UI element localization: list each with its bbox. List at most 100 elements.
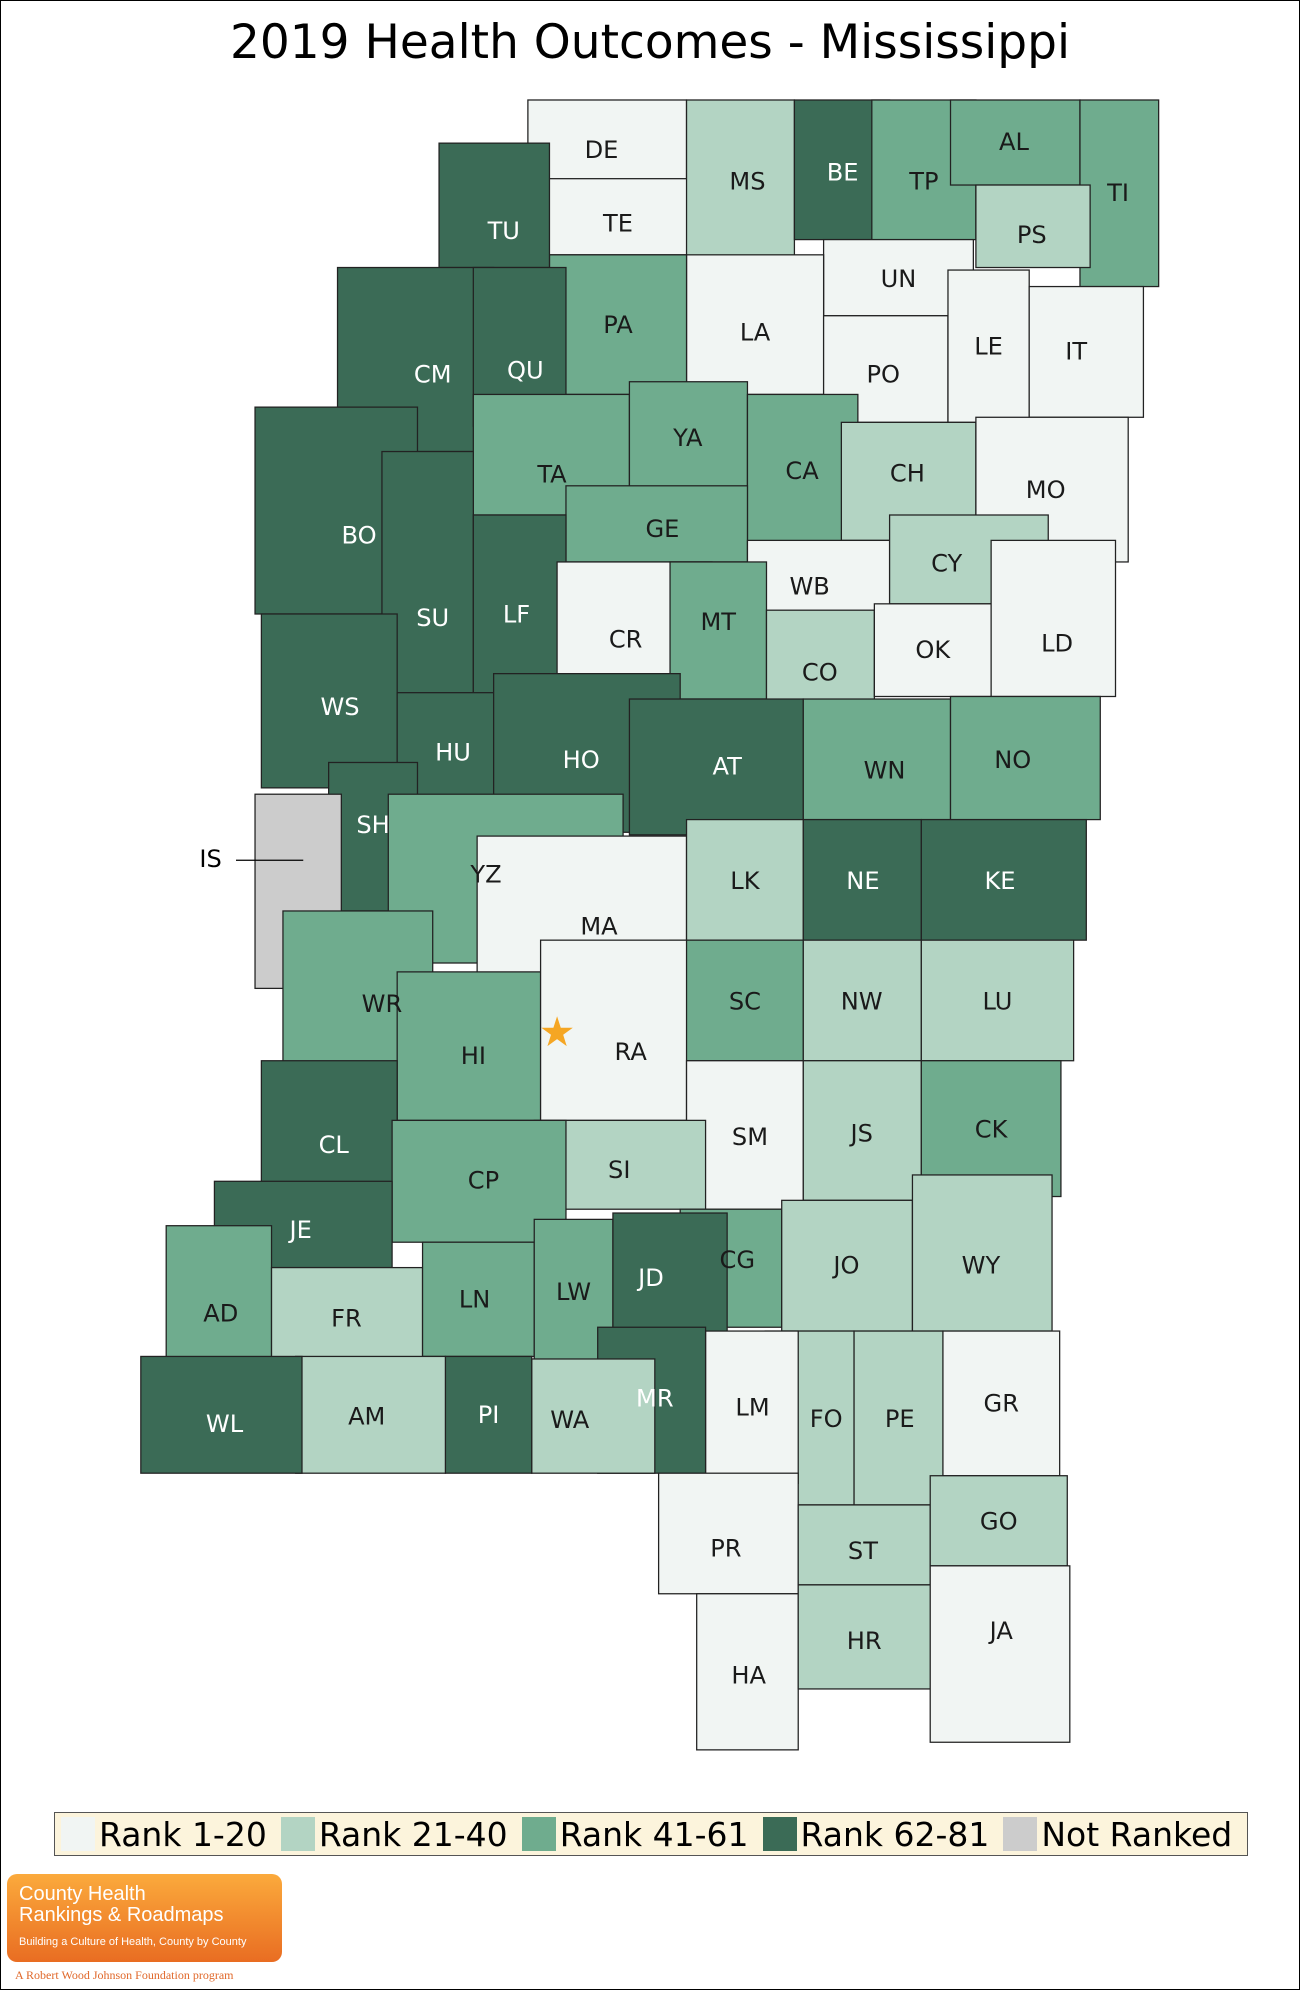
county-label-ck: CK [975,1116,1009,1144]
county-label-wa: WA [550,1406,590,1434]
county-wy[interactable] [911,1174,1053,1332]
county-hr[interactable] [797,1584,941,1690]
county-lf[interactable] [472,514,567,704]
county-hi[interactable] [396,971,542,1122]
county-label-co: CO [802,659,838,687]
county-label-al: AL [999,128,1029,156]
county-ke[interactable] [920,818,1087,941]
county-label-fr: FR [331,1305,362,1333]
county-jo[interactable] [781,1199,914,1332]
county-label-ma: MA [580,912,618,940]
county-label-mt: MT [700,608,736,636]
county-label-cg: CG [720,1246,756,1274]
county-label-ho: HO [563,746,600,774]
county-at[interactable] [628,698,804,836]
county-label-lk: LK [730,867,760,895]
county-label-mo: MO [1026,476,1066,504]
county-label-tu: TU [487,217,520,245]
county-label-sc: SC [729,987,761,1015]
county-label-ld: LD [1041,629,1073,657]
county-ln[interactable] [421,1241,535,1358]
legend-item: Rank 1-20 [61,1815,267,1854]
county-ha[interactable] [696,1593,799,1751]
county-it[interactable] [1028,285,1145,418]
county-label-wr: WR [362,990,403,1018]
county-label-nw: NW [841,987,883,1015]
county-label-ge: GE [645,515,679,543]
county-label-st: ST [848,1537,878,1565]
county-js[interactable] [802,1060,922,1201]
logo-footer: A Robert Wood Johnson Foundation program [15,1968,234,1982]
county-ya[interactable] [628,381,749,495]
county-shapes [140,99,1160,1751]
county-label-cl: CL [319,1131,350,1159]
county-lm[interactable] [704,1330,799,1484]
county-jd[interactable] [612,1212,728,1341]
county-ne[interactable] [802,818,922,941]
chrr-logo: County Health Rankings & Roadmaps Buildin… [7,1874,282,1962]
legend: Rank 1-20 Rank 21-40 Rank 41-61 Rank 62-81 N… [54,1812,1248,1856]
county-lk[interactable] [685,818,804,941]
county-label-lu: LU [983,987,1013,1015]
county-label-qu: QU [507,357,544,385]
county-label-ad: AD [203,1300,238,1328]
county-nw[interactable] [802,939,922,1062]
county-label-cp: CP [468,1166,499,1194]
county-te[interactable] [539,178,703,256]
county-label-ha: HA [731,1661,766,1689]
legend-label: Rank 1-20 [99,1814,267,1854]
county-pi[interactable] [444,1355,533,1474]
legend-swatch [61,1817,95,1851]
county-ps[interactable] [975,184,1091,269]
county-label-pe: PE [885,1405,915,1433]
county-le[interactable] [947,269,1030,423]
county-label-jo: JO [831,1251,859,1279]
county-label-de: DE [585,136,619,164]
county-label-ne: NE [846,867,879,895]
county-label-te: TE [602,209,633,237]
county-label-ps: PS [1017,221,1047,249]
county-go[interactable] [929,1475,1068,1567]
legend-swatch [1003,1817,1038,1851]
county-am[interactable] [295,1355,447,1474]
county-de[interactable] [527,99,688,186]
county-ms[interactable] [685,99,796,269]
county-mt[interactable] [669,561,768,700]
county-label-ln: LN [459,1286,490,1314]
county-gr[interactable] [942,1330,1061,1477]
legend-item: Rank 62-81 [762,1815,989,1854]
county-wn[interactable] [802,698,952,821]
county-ck[interactable] [920,1060,1062,1198]
county-label-la: LA [740,319,771,347]
county-label-fo: FO [810,1405,843,1433]
county-sc[interactable] [669,939,804,1062]
county-ti[interactable] [1079,99,1160,288]
county-ok[interactable] [873,603,992,698]
county-label-mr: MR [636,1385,674,1413]
county-wl[interactable] [140,1355,303,1474]
county-label-ta: TA [536,461,567,489]
legend-item: Rank 21-40 [280,1814,508,1854]
county-tu[interactable] [438,142,551,269]
county-label-lw: LW [556,1278,591,1306]
county-ad[interactable] [165,1225,273,1360]
county-pr[interactable] [657,1472,799,1595]
page-title: 2019 Health Outcomes - Mississippi [229,15,1071,70]
county-labels: DE TE MS BE TP AL TI PS UN LA PA TU CM QU PO LE IT BO TA YA… [199,128,1129,1689]
county-ja[interactable] [929,1565,1071,1743]
county-wa[interactable] [531,1358,656,1474]
legend-swatch [280,1817,315,1851]
county-label-at: AT [712,753,742,781]
legend-swatch [521,1817,556,1851]
county-ca[interactable] [746,393,859,548]
county-label-ca: CA [785,457,819,485]
legend-label: Rank 21-40 [318,1814,508,1854]
county-lu[interactable] [920,939,1075,1062]
county-label-gr: GR [984,1390,1020,1418]
county-label-ti: TI [1106,179,1129,207]
county-ld[interactable] [990,539,1117,698]
county-ge[interactable] [565,485,749,563]
county-la[interactable] [685,254,825,396]
